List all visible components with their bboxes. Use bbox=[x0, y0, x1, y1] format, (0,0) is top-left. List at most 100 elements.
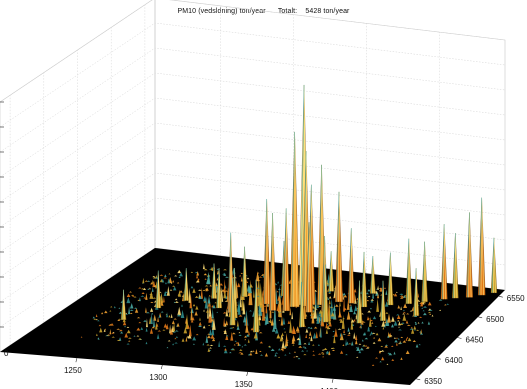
surface-texture bbox=[391, 316, 395, 322]
surface-texture bbox=[109, 323, 112, 326]
surface-texture bbox=[334, 304, 339, 307]
surface-texture bbox=[385, 311, 389, 314]
peak-edge bbox=[406, 238, 410, 304]
surface-texture bbox=[381, 320, 386, 327]
surface-texture bbox=[305, 333, 308, 339]
surface-texture bbox=[393, 337, 396, 339]
surface-texture bbox=[399, 323, 404, 326]
surface-texture bbox=[253, 332, 258, 339]
surface-texture bbox=[403, 303, 408, 309]
surface-texture bbox=[122, 317, 126, 323]
peak-edge bbox=[370, 256, 374, 294]
surface-texture bbox=[218, 340, 221, 347]
peak-edge bbox=[388, 252, 391, 306]
surface-texture bbox=[279, 334, 283, 342]
surface-texture bbox=[204, 288, 208, 290]
surface-texture bbox=[390, 345, 394, 347]
surface-texture bbox=[251, 350, 255, 352]
surface-texture bbox=[399, 293, 404, 295]
surface-peak bbox=[282, 208, 290, 312]
surface-texture bbox=[343, 294, 348, 298]
surface-texture bbox=[215, 282, 218, 287]
surface-texture bbox=[196, 273, 199, 279]
surface-texture bbox=[330, 306, 334, 308]
surface-texture bbox=[328, 296, 332, 299]
surface-texture bbox=[214, 302, 217, 304]
surface-texture bbox=[208, 329, 213, 336]
surface-texture bbox=[398, 321, 401, 326]
surface-texture bbox=[206, 271, 211, 285]
surface-texture bbox=[240, 296, 243, 298]
surface-texture bbox=[348, 331, 351, 335]
surface-texture bbox=[198, 321, 202, 326]
surface-texture bbox=[170, 282, 173, 284]
wall-gridline bbox=[0, 72, 506, 178]
surface-peak bbox=[262, 198, 271, 305]
surface-texture bbox=[350, 319, 355, 323]
surface-texture bbox=[298, 332, 302, 346]
surface-texture bbox=[166, 286, 170, 296]
surface-texture bbox=[185, 313, 189, 330]
surface-texture bbox=[361, 339, 364, 342]
axes-walls bbox=[0, 0, 506, 353]
surface-texture bbox=[376, 293, 380, 299]
surface-texture bbox=[229, 351, 232, 354]
surface-texture bbox=[93, 318, 97, 320]
surface-texture bbox=[134, 308, 139, 313]
surface-texture bbox=[291, 311, 294, 320]
surface-texture bbox=[245, 314, 248, 327]
surface-texture bbox=[395, 337, 399, 339]
surface-texture bbox=[328, 292, 332, 294]
surface-texture bbox=[198, 295, 202, 299]
surface-texture bbox=[400, 336, 404, 339]
surface-peak bbox=[216, 268, 222, 309]
surface-texture bbox=[317, 344, 320, 346]
surface-texture bbox=[216, 311, 219, 313]
surface-texture bbox=[328, 353, 331, 356]
surface-texture bbox=[367, 310, 372, 313]
surface-texture bbox=[250, 327, 254, 331]
surface-texture bbox=[396, 314, 401, 320]
surface-texture bbox=[283, 327, 286, 330]
surface-texture bbox=[306, 350, 309, 352]
x-tick-label: 1300 bbox=[149, 373, 167, 382]
y-tick-label: 6500 bbox=[486, 315, 504, 324]
surface-texture bbox=[239, 349, 243, 351]
surface-texture bbox=[325, 329, 329, 334]
surface-texture bbox=[284, 331, 286, 333]
surface-peak bbox=[328, 251, 335, 292]
surface-texture bbox=[276, 333, 281, 339]
surface-texture bbox=[188, 287, 191, 303]
peak-edge bbox=[479, 197, 482, 296]
surface-texture bbox=[248, 330, 250, 336]
surface-texture bbox=[198, 325, 202, 328]
surface-texture bbox=[204, 296, 208, 309]
surface-texture bbox=[172, 331, 176, 333]
surface-texture bbox=[247, 294, 251, 297]
surface-texture bbox=[122, 321, 127, 326]
x-tick-mark bbox=[246, 371, 248, 377]
surface-texture bbox=[177, 314, 181, 317]
surface-texture bbox=[157, 330, 162, 332]
surface-texture bbox=[95, 318, 98, 321]
surface-texture bbox=[284, 354, 287, 356]
surface-texture bbox=[359, 325, 362, 328]
surface-texture bbox=[116, 339, 121, 341]
peak-edge bbox=[322, 235, 325, 311]
surface-texture bbox=[206, 344, 210, 346]
surface-texture bbox=[166, 346, 169, 349]
peak-edge bbox=[121, 289, 124, 320]
surface-texture bbox=[277, 295, 281, 301]
surface-texture bbox=[427, 301, 432, 306]
surface-texture bbox=[379, 287, 383, 292]
surface-texture bbox=[355, 339, 358, 345]
surface-texture bbox=[202, 289, 206, 291]
surface-texture bbox=[202, 263, 205, 270]
surface-texture bbox=[374, 325, 377, 328]
surface-texture bbox=[331, 347, 336, 349]
surface-texture bbox=[238, 275, 242, 277]
surface-texture bbox=[402, 312, 407, 314]
surface-texture bbox=[356, 297, 359, 300]
surface-texture bbox=[431, 314, 434, 317]
surface-texture bbox=[161, 278, 164, 282]
